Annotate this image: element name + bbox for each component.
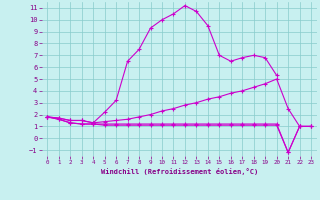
X-axis label: Windchill (Refroidissement éolien,°C): Windchill (Refroidissement éolien,°C) bbox=[100, 168, 258, 175]
